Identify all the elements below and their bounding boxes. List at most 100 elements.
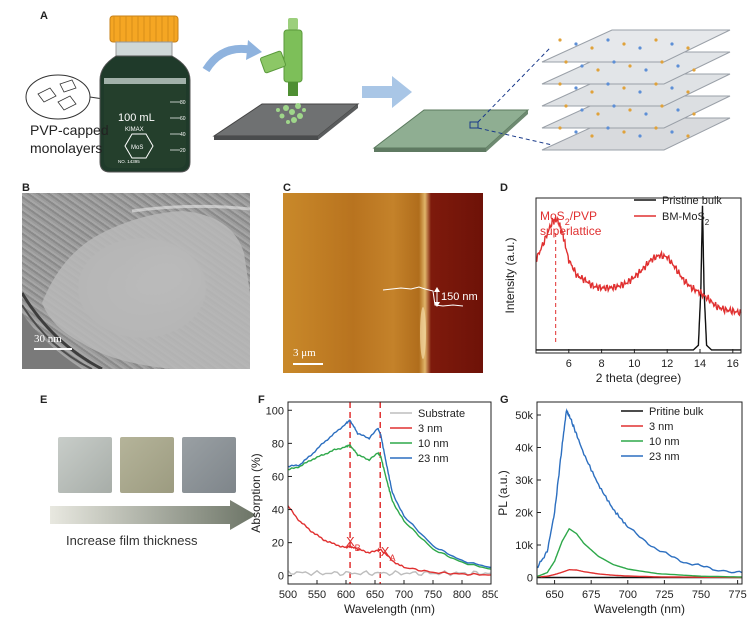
film-sample-1 xyxy=(58,437,112,493)
spray-mist xyxy=(276,103,306,124)
bottle-number-text: NO. 14395 xyxy=(118,159,140,164)
legend-label: 23 nm xyxy=(649,451,680,463)
x-tick-label: 650 xyxy=(366,589,384,601)
legend-label: 10 nm xyxy=(418,438,449,450)
tem-scale-bar xyxy=(34,348,72,350)
molecule-dot xyxy=(558,38,562,42)
legend-label: BM-MoS2 xyxy=(662,211,710,227)
chart-xrd: 6 8 10 12 14 16 2 theta (degree) Intensity (a.u… xyxy=(503,195,742,385)
legend-label: 3 nm xyxy=(649,421,673,433)
molecule-dot xyxy=(606,82,610,86)
molecule-dot xyxy=(574,130,578,134)
series-line-1 xyxy=(287,505,492,576)
annotation-line2: superlattice xyxy=(540,224,602,238)
tem-image: 30 nm xyxy=(22,193,250,369)
y-tick-label: 80 xyxy=(272,438,284,450)
legend-label: Pristine bulk xyxy=(662,195,722,207)
afm-height-label: 150 nm xyxy=(441,291,478,303)
y-axis-label: Intensity (a.u.) xyxy=(503,237,517,313)
y-tick-label: 30k xyxy=(515,475,533,487)
molecule-dot xyxy=(590,90,594,94)
monolayer-flake-2 xyxy=(57,95,77,111)
panel-label-a: A xyxy=(40,10,48,22)
molecule-dot xyxy=(654,38,658,42)
zoom-line-bottom xyxy=(477,127,575,151)
straight-arrow xyxy=(362,76,412,108)
legend-label: Pritine bulk xyxy=(649,406,704,418)
x-tick-label: 775 xyxy=(728,589,746,601)
series-line-3 xyxy=(536,407,743,574)
bottle-graduation xyxy=(170,101,180,151)
plot-frame xyxy=(535,197,742,354)
molecule-dot xyxy=(558,126,562,130)
y-tick-label: 20 xyxy=(272,538,284,550)
legend-label: 10 nm xyxy=(649,436,680,448)
y-tick-label: 50k xyxy=(515,410,533,422)
tem-scale-text: 30 nm xyxy=(34,333,62,345)
y-axis-label: PL (a.u.) xyxy=(496,470,510,516)
curved-arrow-head xyxy=(246,40,262,60)
molecule-dot xyxy=(564,104,568,108)
peak-label: XA xyxy=(381,544,396,563)
curved-arrow xyxy=(202,45,253,73)
x-tick-label: 500 xyxy=(279,589,297,601)
chart-absorption: 500 550 600 650 700 750 800 850 0 20 40 60 80 100 Wave… xyxy=(250,401,498,616)
afm-image: 150 nm 3 μm xyxy=(283,193,483,373)
series-line-2 xyxy=(536,527,743,578)
molecule-dot xyxy=(622,130,626,134)
superlattice-molecules xyxy=(558,38,696,138)
panel-label-e: E xyxy=(40,394,48,406)
x-axis-label: 2 theta (degree) xyxy=(596,371,681,385)
x-tick-label: 12 xyxy=(661,358,673,370)
molecule-dot xyxy=(654,126,658,130)
zoom-line-top xyxy=(477,47,551,123)
molecule-dot xyxy=(580,64,584,68)
zoom-box xyxy=(469,121,479,129)
molecule-dot xyxy=(686,46,690,50)
afm-height-profile xyxy=(382,286,464,307)
molecule-dot xyxy=(686,90,690,94)
inset-label-line1: PVP-capped xyxy=(30,122,109,138)
panel-label-b: B xyxy=(22,182,30,194)
plot-frame xyxy=(287,401,492,585)
molecule-dot xyxy=(596,112,600,116)
molecule-dot xyxy=(590,46,594,50)
panel-label-d: D xyxy=(500,182,508,194)
x-tick-label: 650 xyxy=(545,589,563,601)
y-tick-label: 20k xyxy=(515,508,533,520)
y-tick-label: 100 xyxy=(266,405,284,417)
x-tick-label: 750 xyxy=(424,589,442,601)
molecule-dot xyxy=(628,108,632,112)
molecule-dot xyxy=(564,60,568,64)
annotation-line1: MoS2/PVP xyxy=(540,209,597,227)
thickness-arrow xyxy=(50,500,256,530)
x-tick-label: 16 xyxy=(727,358,739,370)
film-sample-3 xyxy=(182,437,236,493)
bottle-logo-hex xyxy=(124,133,154,159)
plot-frame xyxy=(536,401,743,585)
molecule-dot xyxy=(622,42,626,46)
monolayer-flake-1 xyxy=(37,87,57,103)
molecule-dot xyxy=(638,90,642,94)
panel-a-schematic: 100 mL KIMAX MoS NO. 14395 80 60 40 20 P… xyxy=(25,15,731,173)
panel-label-f: F xyxy=(258,394,265,406)
legend-label: Substrate xyxy=(418,408,465,420)
molecule-dot xyxy=(692,112,696,116)
spray-gun xyxy=(259,18,303,96)
y-tick-label: 0 xyxy=(278,571,284,583)
x-tick-label: 600 xyxy=(337,589,355,601)
molecule-dot xyxy=(670,130,674,134)
molecule-dot xyxy=(654,82,658,86)
molecule-dot xyxy=(612,104,616,108)
molecule-dot xyxy=(692,68,696,72)
x-tick-label: 800 xyxy=(453,589,471,601)
reagent-bottle xyxy=(99,15,191,173)
x-tick-label: 8 xyxy=(599,358,605,370)
y-tick-label: 10k xyxy=(515,540,533,552)
panel-label-c: C xyxy=(283,182,291,194)
grad-80: 80 xyxy=(180,100,186,106)
x-tick-label: 700 xyxy=(395,589,413,601)
x-tick-label: 14 xyxy=(694,358,706,370)
grad-40: 40 xyxy=(180,132,186,138)
molecule-dot xyxy=(638,134,642,138)
